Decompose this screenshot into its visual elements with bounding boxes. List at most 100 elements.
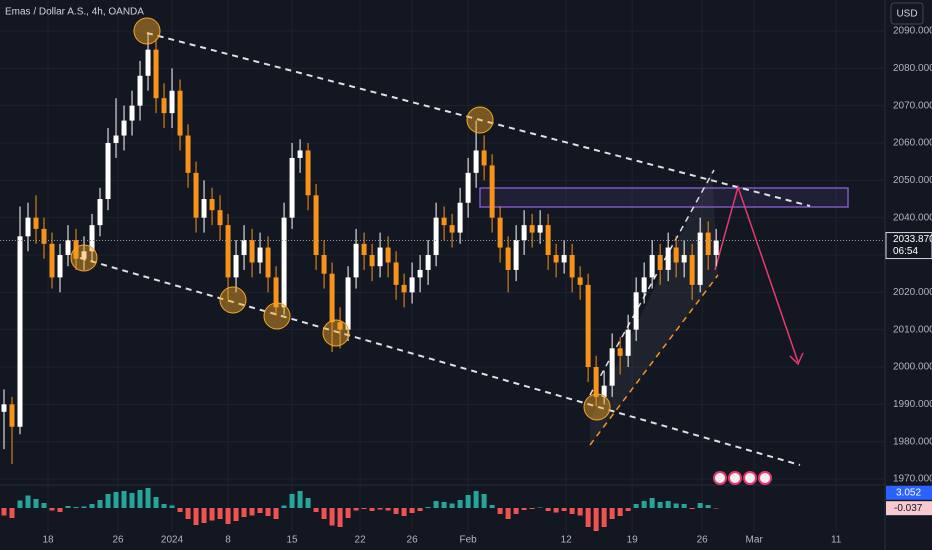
candle-body <box>713 240 719 256</box>
histogram-bar <box>585 508 591 527</box>
histogram-bar <box>385 508 391 511</box>
histogram-bar <box>401 508 407 516</box>
histogram-bar <box>681 504 687 508</box>
currency-button[interactable] <box>890 2 924 25</box>
event-flag[interactable] <box>728 471 742 485</box>
channel-lower <box>589 274 719 446</box>
histogram-bar <box>697 503 703 508</box>
pivot-circle <box>322 319 350 347</box>
histogram-bar <box>521 508 527 510</box>
histogram-bar <box>553 508 559 513</box>
histogram-bar <box>249 508 255 516</box>
candle-body <box>649 255 655 278</box>
macd-label-box <box>886 485 932 500</box>
histogram-bar <box>81 506 87 508</box>
candle-body <box>473 150 479 173</box>
event-flag[interactable] <box>713 471 727 485</box>
candle-body <box>481 150 487 166</box>
histogram-bar <box>465 495 471 508</box>
histogram-bar <box>145 488 151 508</box>
candle-body <box>201 199 207 218</box>
candle-body <box>329 273 335 323</box>
histogram-bar <box>41 503 47 508</box>
candle-body <box>345 277 351 330</box>
last-price-label: 2033.870 <box>893 234 932 245</box>
x-tick-label: 26 <box>112 535 124 546</box>
currency-label[interactable]: USD <box>896 9 917 20</box>
candle-body <box>665 247 671 270</box>
histogram-bar <box>201 508 207 523</box>
histogram-bar <box>513 508 519 514</box>
pivot-circle <box>583 393 611 421</box>
histogram-bar <box>257 508 263 513</box>
candle-body <box>641 277 647 293</box>
histogram-bar <box>529 508 535 509</box>
candle-body <box>593 367 599 397</box>
histogram-bar <box>673 503 679 508</box>
candle-body <box>257 247 263 263</box>
candle-body <box>497 217 503 248</box>
histogram-bar <box>505 508 511 519</box>
histogram-bar <box>409 508 415 513</box>
histogram-bar <box>153 497 159 508</box>
x-tick-label: 26 <box>697 535 709 546</box>
candle-body <box>57 255 63 278</box>
y-tick-label: 2040.000 <box>893 212 932 223</box>
candle-body <box>241 240 247 256</box>
candle-body <box>305 150 311 196</box>
x-tick-label: 11 <box>831 535 842 546</box>
event-flag[interactable] <box>743 471 757 485</box>
histogram-bar <box>241 508 247 517</box>
x-tick-label: Feb <box>459 535 477 546</box>
histogram-bar <box>481 494 487 508</box>
histogram-bar <box>129 493 135 508</box>
histogram-bar <box>297 491 303 508</box>
histogram-bar <box>89 504 95 508</box>
event-flag[interactable] <box>758 471 772 485</box>
histogram-bar <box>17 500 23 508</box>
candle-body <box>321 255 327 274</box>
y-tick-label: 2050.000 <box>893 175 932 186</box>
x-tick-label: 19 <box>627 535 639 546</box>
histogram-bar <box>457 500 463 508</box>
candle-body <box>489 165 495 218</box>
countdown: 06:54 <box>893 246 918 257</box>
histogram-bar <box>497 508 503 514</box>
x-tick-label: 26 <box>407 535 419 546</box>
y-tick-label: 2090.000 <box>893 26 932 37</box>
channel-fill <box>590 170 718 445</box>
pivot-circle <box>70 244 98 272</box>
histogram-bar <box>25 495 31 508</box>
candle-body <box>25 217 31 237</box>
y-tick-label: 2060.000 <box>893 138 932 149</box>
histogram-bar <box>65 506 71 508</box>
candle-body <box>569 255 575 278</box>
candle-body <box>673 247 679 263</box>
candle-body <box>601 385 607 397</box>
chart-title: Emas / Dollar A.S., 4h, OANDA <box>5 7 144 18</box>
histogram-bar <box>273 508 279 519</box>
histogram-bar <box>9 508 15 518</box>
candle-body <box>417 269 423 278</box>
candle-body <box>169 90 175 114</box>
candles <box>1 32 719 465</box>
candle-body <box>49 243 55 278</box>
histogram-bar <box>601 508 607 527</box>
candle-body <box>409 277 415 293</box>
arrow-head <box>789 352 804 366</box>
histogram-bar <box>289 494 295 508</box>
histogram-bar <box>353 508 359 511</box>
last-price-box <box>885 232 932 260</box>
candle-body <box>41 228 47 244</box>
candle-body <box>521 225 527 241</box>
candle-body <box>249 240 255 263</box>
histogram-bar <box>321 508 327 519</box>
pivot-circle <box>263 302 291 330</box>
candle-body <box>545 225 551 256</box>
y-tick-label: 2000.000 <box>893 362 932 373</box>
histogram-bar <box>233 508 239 521</box>
y-tick-label: 1980.000 <box>893 436 932 447</box>
histogram-bar <box>705 505 711 508</box>
histogram-bar <box>593 508 599 531</box>
